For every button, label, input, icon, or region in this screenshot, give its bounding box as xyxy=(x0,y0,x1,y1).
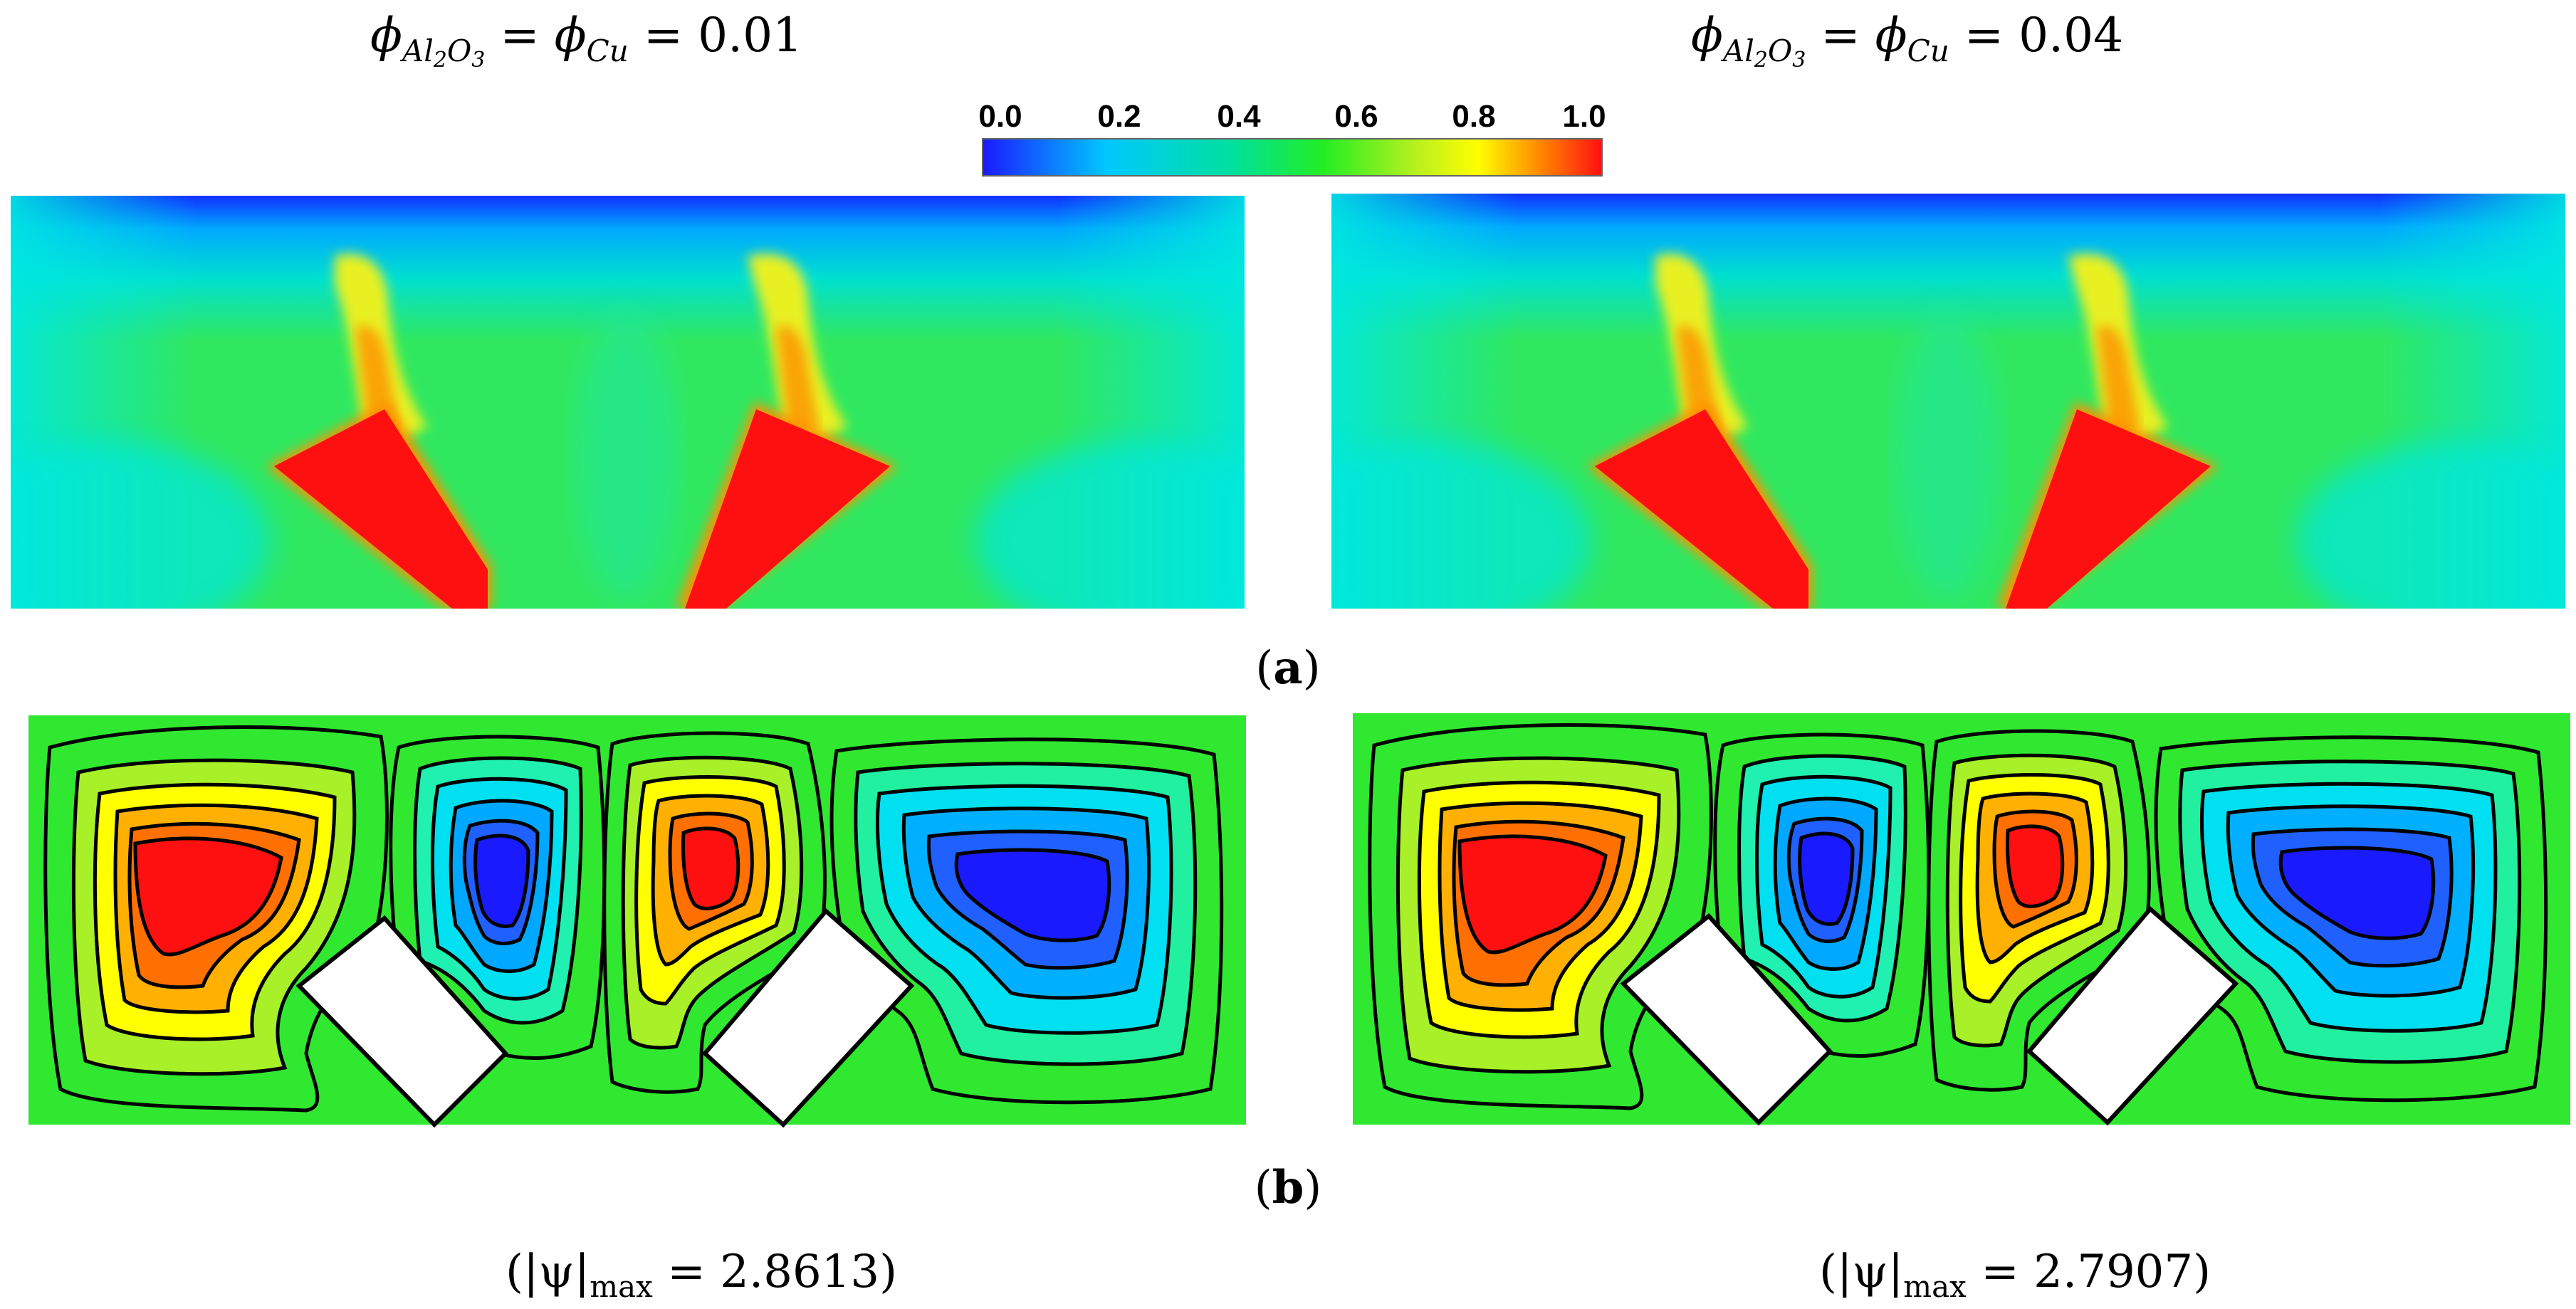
colorbar-gradient xyxy=(982,138,1603,177)
caption-b: (b) xyxy=(1255,1161,1322,1214)
colorbar-tick: 1.0 xyxy=(1562,99,1606,134)
block-obstacle xyxy=(1620,913,1833,1126)
colorbar-tick: 0.6 xyxy=(1334,99,1378,134)
header-right: ϕAl2O3 = ϕCu = 0.04 xyxy=(1691,8,2123,73)
streamline-panel-right xyxy=(1353,713,2570,1126)
colorbar-tick: 0.2 xyxy=(1097,99,1141,134)
colorbar-tick: 0.8 xyxy=(1452,99,1495,134)
psi-max-right: (|ψ|max = 2.7907) xyxy=(1819,1246,2211,1304)
vortex-positive xyxy=(1368,723,1713,1110)
streamline-panel-left xyxy=(28,715,1246,1128)
colorbar-tick: 0.0 xyxy=(978,99,1022,134)
colorbar-tick: 0.4 xyxy=(1217,99,1261,134)
psi-max-left: (|ψ|max = 2.8613) xyxy=(506,1246,897,1304)
temperature-field-left xyxy=(11,196,1245,609)
vortex-positive xyxy=(602,731,827,1094)
vortex-negative xyxy=(2154,735,2548,1103)
block-obstacle xyxy=(2026,905,2239,1126)
block-obstacle xyxy=(295,915,509,1128)
vortex-negative xyxy=(1713,732,1931,1058)
vortex-negative xyxy=(389,735,607,1061)
block-obstacle xyxy=(701,908,915,1128)
header-left: ϕAl2O3 = ϕCu = 0.01 xyxy=(370,8,802,73)
vortex-positive xyxy=(1927,729,2151,1092)
colorbar: 0.0 0.2 0.4 0.6 0.8 1.0 xyxy=(978,99,1606,177)
temperature-field-right xyxy=(1331,194,2565,609)
vortex-positive xyxy=(43,725,389,1113)
vortex-negative xyxy=(829,737,1224,1105)
caption-a: (a) xyxy=(1255,641,1320,695)
